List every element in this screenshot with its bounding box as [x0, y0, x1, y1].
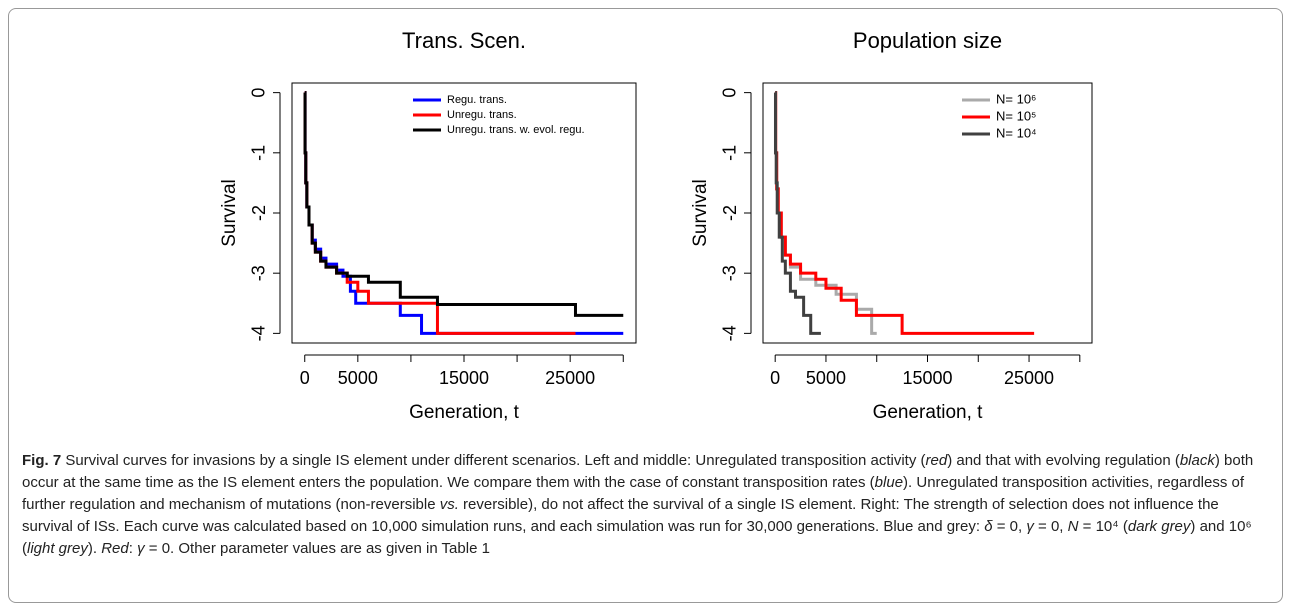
y-tick-label: 0 [249, 88, 269, 98]
x-tick-label: 25000 [545, 368, 595, 388]
caption-text: δ [984, 518, 993, 535]
plot-box [291, 82, 637, 344]
x-tick-label: 0 [770, 368, 780, 388]
caption-text: red [925, 452, 948, 469]
caption-text: Red [101, 540, 129, 557]
x-tick-label: 15000 [439, 368, 489, 388]
y-tick-label: -4 [720, 325, 740, 341]
caption-text: ) and that with evolving regulation ( [947, 452, 1180, 469]
survival-line [303, 91, 624, 317]
y-tick-label: -1 [249, 145, 269, 161]
caption-text: = 0, [992, 518, 1027, 535]
x-tick-label: 25000 [1004, 368, 1054, 388]
y-axis-label: Survival [690, 179, 711, 247]
y-tick-label: -4 [249, 325, 269, 341]
survival-line [773, 91, 821, 335]
x-axis-label: Generation, t [409, 402, 520, 423]
y-axis-label: Survival [219, 179, 240, 247]
caption-text: γ [137, 540, 145, 557]
caption-text: = 10⁴ ( [1078, 518, 1128, 535]
chart-title: Population size [853, 28, 1002, 53]
caption-text: vs. [439, 496, 459, 513]
legend-label: Unregu. trans. w. evol. regu. [447, 124, 585, 136]
caption-text: black [1179, 452, 1215, 469]
legend-label: Unregu. trans. [447, 109, 517, 121]
chart-title: Trans. Scen. [402, 28, 526, 53]
y-tick-label: -3 [249, 265, 269, 281]
survival-line [774, 91, 877, 335]
caption-text: reversible), do not affect the survival … [22, 496, 1219, 535]
y-tick-label: -2 [720, 205, 740, 221]
y-tick-label: -2 [249, 205, 269, 221]
caption: Fig. 7 Survival curves for invasions by … [22, 450, 1272, 560]
legend-label: N= 10⁵ [996, 108, 1036, 123]
caption-text: γ [1026, 518, 1034, 535]
caption-text: Fig. 7 [22, 452, 62, 469]
y-tick-label: -1 [720, 145, 740, 161]
x-tick-label: 15000 [902, 368, 952, 388]
caption-text: blue [874, 474, 904, 491]
x-tick-label: 0 [300, 368, 310, 388]
caption-text: Survival curves for invasions by a singl… [61, 452, 926, 469]
figure-frame [8, 8, 1283, 603]
legend-label: N= 10⁴ [996, 125, 1037, 140]
x-axis-label: Generation, t [873, 402, 984, 423]
caption-text: light grey [27, 540, 88, 557]
caption-text: ) and 10⁶ ( [22, 518, 1252, 557]
caption-text: ). [87, 540, 102, 557]
y-tick-label: 0 [720, 88, 740, 98]
legend-label: Regu. trans. [447, 94, 507, 106]
caption-text: N [1067, 518, 1079, 535]
caption-text: ). Unregulated transposition activities,… [22, 474, 1245, 513]
caption-text: ) both occur at the same time as the IS … [22, 452, 1254, 491]
x-tick-label: 5000 [806, 368, 846, 388]
legend-label: N= 10⁶ [996, 91, 1036, 106]
caption-text: dark grey [1127, 518, 1191, 535]
caption-text: : [128, 540, 138, 557]
caption-text: = 0. Other parameter values are as given… [144, 540, 490, 557]
plot-box [762, 82, 1093, 344]
charts: Trans. Scen. 0 5000 15000 25000 Generation, t… [219, 28, 1093, 423]
x-tick-label: 5000 [338, 368, 378, 388]
y-tick-label: -3 [720, 265, 740, 281]
caption-text: = 0, [1033, 518, 1068, 535]
